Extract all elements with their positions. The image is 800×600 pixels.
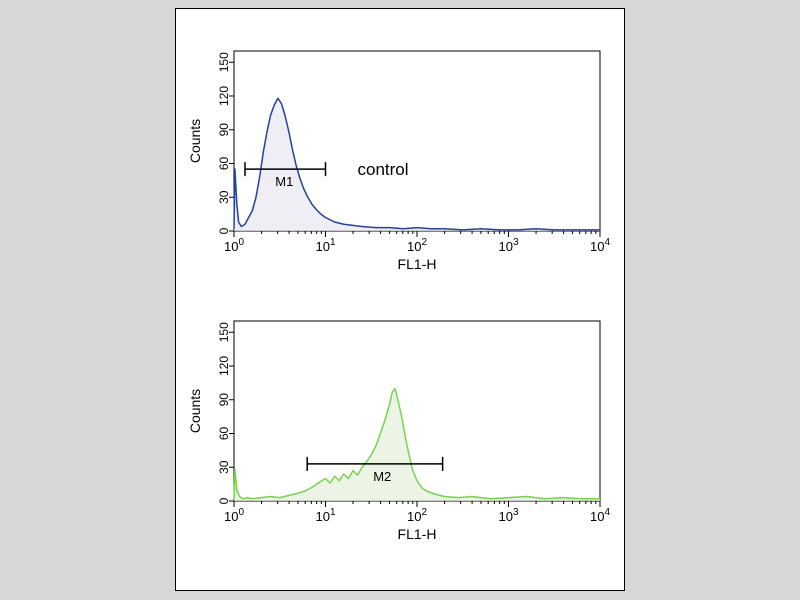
- x-tick-label: 101: [315, 237, 335, 254]
- y-tick-label: 60: [217, 427, 231, 441]
- x-tick-label: 100: [224, 237, 244, 254]
- x-tick-label: 104: [590, 507, 610, 524]
- x-tick-label: 100: [224, 507, 244, 524]
- y-axis-title: Counts: [187, 389, 203, 433]
- y-tick-label: 120: [217, 86, 231, 106]
- x-tick-label: 101: [315, 507, 335, 524]
- x-tick-label: 102: [407, 237, 427, 254]
- x-axis-title: FL1-H: [398, 256, 437, 272]
- y-axis: 0 30 60 90 120 150 Counts: [187, 52, 234, 234]
- series-line: [233, 97, 600, 231]
- gate-marker-m2: M2: [306, 456, 444, 484]
- x-tick-label: 103: [498, 237, 518, 254]
- marker-label: M2: [373, 469, 391, 484]
- y-tick-label: 0: [217, 497, 231, 504]
- flow-cytometry-figure: 0 30 60 90 120 150 Counts 100 101 102 103 104 FL1-H M…: [175, 8, 625, 591]
- y-axis: 0 30 60 90 120 150 Counts: [187, 322, 234, 504]
- histogram-sample: 0 30 60 90 120 150 Counts 100 101 102 103 104 FL1-H M…: [187, 320, 610, 542]
- x-axis-title: FL1-H: [398, 526, 437, 542]
- x-axis: 100 101 102 103 104 FL1-H: [224, 501, 610, 542]
- y-tick-label: 120: [217, 356, 231, 376]
- y-tick-label: 30: [217, 190, 231, 204]
- x-tick-label: 104: [590, 237, 610, 254]
- x-tick-label: 103: [498, 507, 518, 524]
- y-axis-title: Counts: [187, 119, 203, 163]
- y-tick-label: 0: [217, 227, 231, 234]
- y-tick-label: 150: [217, 52, 231, 72]
- plot-frame: [233, 320, 601, 502]
- y-tick-label: 90: [217, 393, 231, 407]
- gate-marker-m1: M1: [244, 162, 327, 189]
- x-axis: 100 101 102 103 104 FL1-H: [224, 231, 610, 272]
- y-tick-label: 90: [217, 123, 231, 137]
- annotation-text: control: [358, 160, 409, 179]
- y-tick-label: 150: [217, 322, 231, 342]
- y-tick-label: 60: [217, 157, 231, 171]
- series-line: [233, 387, 600, 500]
- series-fill: [234, 98, 600, 231]
- histogram-control: 0 30 60 90 120 150 Counts 100 101 102 103 104 FL1-H M…: [187, 50, 610, 272]
- marker-label: M1: [275, 174, 293, 189]
- y-tick-label: 30: [217, 460, 231, 474]
- x-tick-label: 102: [407, 507, 427, 524]
